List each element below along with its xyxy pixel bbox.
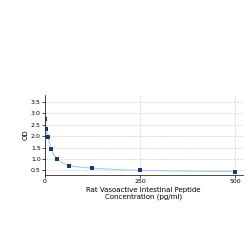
X-axis label: Rat Vasoactive Intestinal Peptide
Concentration (pg/ml): Rat Vasoactive Intestinal Peptide Concen…	[86, 187, 201, 200]
Y-axis label: OD: OD	[22, 130, 28, 140]
